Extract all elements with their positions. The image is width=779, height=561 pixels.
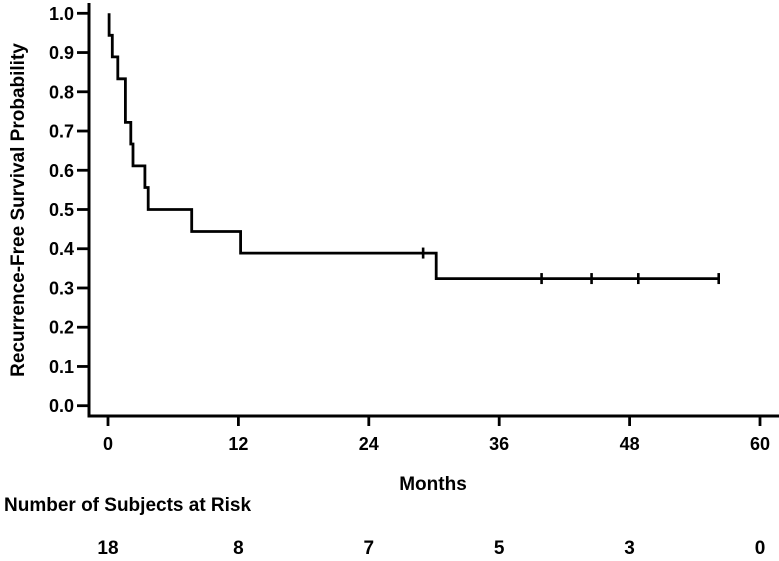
risk-table-counts: 18 8 7 5 3 0 <box>97 538 765 559</box>
risk-count: 7 <box>364 538 375 559</box>
x-tick-label: 60 <box>750 434 770 454</box>
risk-count: 0 <box>755 538 766 559</box>
x-tick-label: 36 <box>489 434 509 454</box>
y-tick-label: 0.8 <box>49 82 74 102</box>
risk-table-title: Number of Subjects at Risk <box>4 495 251 516</box>
risk-count: 3 <box>624 538 635 559</box>
y-tick-label: 1.0 <box>49 4 74 24</box>
censor-marks <box>421 247 721 285</box>
y-tick-label: 0.6 <box>49 161 74 181</box>
y-tick-label: 0.4 <box>49 239 74 259</box>
y-tick-label: 0.3 <box>49 278 74 298</box>
risk-count: 8 <box>233 538 244 559</box>
risk-count: 5 <box>494 538 505 559</box>
x-tick-label: 48 <box>620 434 640 454</box>
x-tick-label: 0 <box>103 434 113 454</box>
y-tick-label: 0.0 <box>49 396 74 416</box>
y-axis-label: Recurrence-Free Survival Probability <box>8 43 29 377</box>
x-tick-label: 12 <box>228 434 248 454</box>
y-tick-label: 0.1 <box>49 357 74 377</box>
survival-curve-group <box>107 13 719 280</box>
x-axis-ticks: 0 12 24 36 48 60 <box>103 416 770 454</box>
y-tick-label: 0.2 <box>49 318 74 338</box>
y-tick-label: 0.5 <box>49 200 74 220</box>
risk-count: 18 <box>97 538 118 559</box>
y-tick-label: 0.9 <box>49 43 74 63</box>
x-tick-label: 24 <box>359 434 379 454</box>
y-tick-label: 0.7 <box>49 122 74 142</box>
y-axis-ticks: 0.0 0.1 0.2 0.3 0.4 0.5 0.6 0.7 0.8 0.9 1.0 <box>49 4 89 416</box>
x-axis-label: Months <box>399 474 467 495</box>
survival-curve <box>107 13 719 280</box>
